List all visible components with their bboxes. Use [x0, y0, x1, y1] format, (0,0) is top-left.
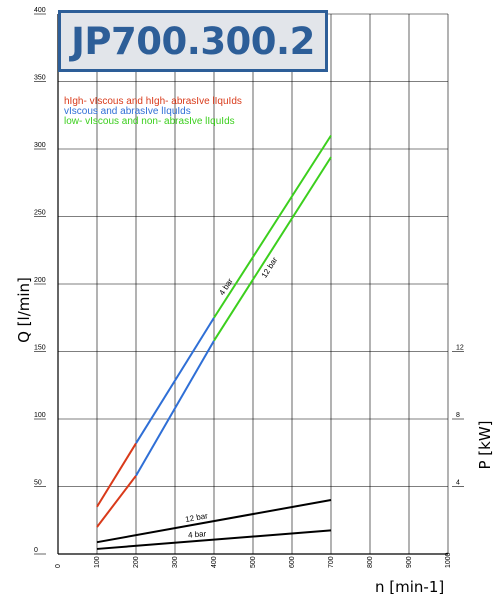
ticks: 0 50 100 150 200 250 300 350 400 0 100 200 300 400 500…: [34, 7, 464, 568]
flow-line-segment: [135, 340, 215, 477]
flow-line-segment: [96, 442, 137, 508]
y-tick-label: 50: [34, 480, 42, 487]
x-tick-label: 800: [367, 556, 374, 568]
y-tick-label: 350: [34, 75, 46, 82]
y-axis-title: Q [l/min]: [15, 277, 33, 343]
legend-item-low-viscous: low- vIscous and non- abrasIve lIquIds: [64, 116, 235, 127]
legend-item-high-viscous: hIgh- vIscous and hIgh- abrasIve lIquIds: [64, 96, 242, 107]
y-tick-label: 300: [34, 142, 46, 149]
y-tick-label: 250: [34, 210, 46, 217]
flow-line-segment: [213, 156, 332, 342]
title-box: JP700.300.2: [58, 10, 328, 72]
power-line: [96, 529, 332, 550]
x-tick-label: 300: [172, 556, 179, 568]
x-tick-label: 0: [55, 564, 62, 568]
legend-item-viscous: vIscous and abrasIve lIquIds: [64, 106, 191, 117]
x-tick-label: 600: [289, 556, 296, 568]
y-tick-label: 400: [34, 7, 46, 14]
x-axis-title: n [min-1]: [375, 578, 445, 596]
flow-line-segment: [213, 134, 332, 319]
flow-label-4bar: 4 bar: [217, 277, 235, 297]
power-label-4bar: 4 bar: [188, 529, 207, 539]
flow-line-segment: [96, 475, 137, 528]
y-tick-label: 150: [34, 345, 46, 352]
y2-tick-label: 4: [456, 480, 460, 487]
y2-tick-label: 8: [456, 412, 460, 419]
series: [96, 134, 332, 550]
flow-label-12bar: 12 bar: [260, 255, 280, 279]
y-tick-label: 0: [34, 547, 38, 554]
legend: hIgh- vIscous and hIgh- abrasIve lIquIds…: [64, 97, 242, 127]
x-tick-label: 500: [250, 556, 257, 568]
grid: [57, 13, 449, 555]
power-line: [96, 499, 332, 544]
flow-line-segment: [135, 317, 215, 444]
x-tick-label: 700: [328, 556, 335, 568]
x-tick-label: 900: [406, 556, 413, 568]
x-tick-label: 100: [94, 556, 101, 568]
x-tick-label: 400: [211, 556, 218, 568]
y-tick-label: 100: [34, 412, 46, 419]
chart-title: JP700.300.2: [71, 19, 315, 63]
x-tick-label: 1000: [445, 552, 452, 568]
y2-axis-title: P [kW]: [476, 420, 494, 470]
y2-tick-label: 12: [456, 345, 464, 352]
power-label-12bar: 12 bar: [185, 511, 209, 524]
y-tick-label: 200: [34, 277, 46, 284]
line-labels: 4 bar 12 bar 12 bar 4 bar: [185, 255, 280, 539]
x-tick-label: 200: [133, 556, 140, 568]
